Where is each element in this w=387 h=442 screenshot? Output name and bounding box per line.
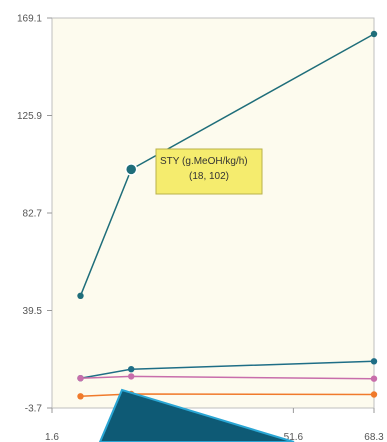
tooltip: STY (g.MeOH/kg/h) (18, 102): [155, 148, 263, 195]
y-tick-label: -3.7: [25, 404, 43, 415]
x-tick-label: 51.6: [284, 432, 304, 442]
series-3-point: [370, 375, 378, 382]
x-axis: 1.6 51.6 68.3: [45, 408, 384, 442]
y-tick-label: 82.7: [23, 209, 43, 220]
y-tick-label: 39.5: [23, 306, 43, 317]
tooltip-series-label: STY (g.MeOH/kg/h): [160, 156, 248, 167]
highlighted-point: [124, 163, 138, 176]
plot-area: [51, 17, 375, 409]
series-layer: [77, 30, 378, 400]
series-4-point: [77, 393, 84, 400]
tooltip-box: [155, 148, 263, 195]
series-1-point: [370, 30, 378, 38]
tooltip-coords: (18, 102): [189, 171, 229, 182]
x-tick-label: 68.3: [364, 432, 384, 442]
series-1-point: [77, 292, 84, 299]
y-tick-label: 125.9: [17, 111, 42, 122]
y-tick-label: 169.1: [17, 14, 42, 25]
series-2-point: [370, 358, 378, 365]
x-tick-label: 1.6: [45, 432, 59, 442]
series-3-point: [77, 375, 84, 382]
series-2-point: [128, 366, 135, 373]
series-3-point: [128, 373, 135, 380]
overlay-shape: [98, 388, 295, 442]
series-4-point: [370, 391, 378, 398]
y-axis: 169.1 125.9 82.7 39.5 -3.7: [17, 14, 52, 415]
